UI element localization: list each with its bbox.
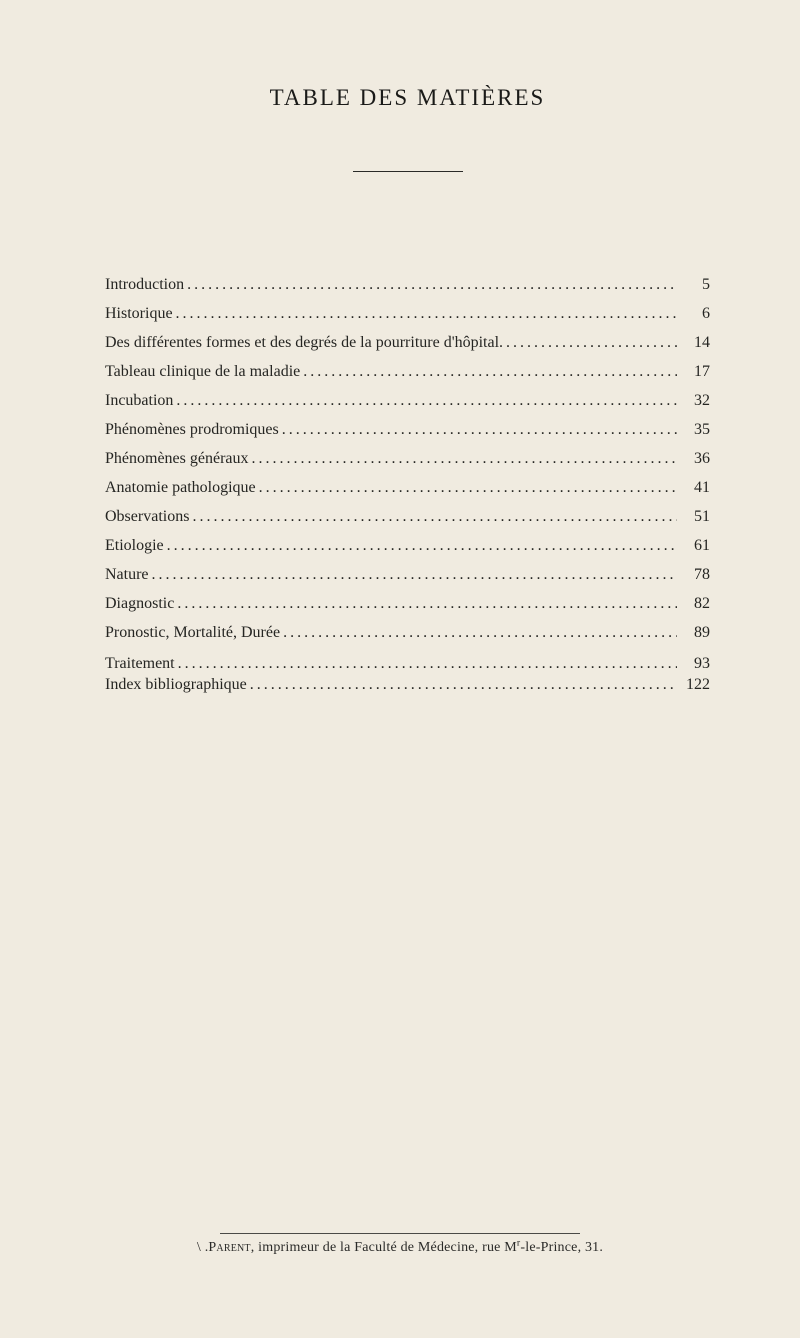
leader-dots — [176, 306, 677, 322]
toc-entry: Observations 51 — [105, 509, 710, 525]
leader-dots — [178, 656, 677, 672]
footer-separator-rule — [220, 1233, 580, 1234]
toc-entry: Historique 6 — [105, 306, 710, 322]
toc-entry-page: 51 — [680, 509, 710, 525]
toc-entry-label: Etiologie — [105, 538, 164, 554]
toc-entry: Traitement 93 — [105, 656, 710, 672]
toc-entry: Introduction 5 — [105, 277, 710, 293]
title-separator-rule — [353, 171, 463, 172]
toc-entry-label: Phénomènes prodromiques — [105, 422, 279, 438]
toc-entry-label: Des différentes formes et des degrés de … — [105, 335, 503, 351]
leader-dots — [282, 422, 677, 438]
toc-entry-page: 35 — [680, 422, 710, 438]
toc-entry-page: 6 — [680, 306, 710, 322]
leader-dots — [177, 596, 677, 612]
leader-dots — [152, 567, 677, 583]
toc-entry-page: 41 — [680, 480, 710, 496]
toc-entry-label: Anatomie pathologique — [105, 480, 256, 496]
toc-entry-page: 78 — [680, 567, 710, 583]
toc-entry: Incubation 32 — [105, 393, 710, 409]
toc-entry: Index bibliographique 122 — [105, 677, 710, 693]
toc-entry-label: Observations — [105, 509, 189, 525]
toc-entry: Etiologie 61 — [105, 538, 710, 554]
leader-dots — [252, 451, 677, 467]
toc-entry-page: 36 — [680, 451, 710, 467]
toc-entry-page: 82 — [680, 596, 710, 612]
footer-tail: -le-Prince, 31. — [520, 1240, 603, 1255]
printer-colophon: \ .Parent, imprimeur de la Faculté de Mé… — [0, 1233, 800, 1256]
leader-dots — [176, 393, 677, 409]
page-title: TABLE DES MATIÈRES — [105, 85, 710, 111]
toc-entry: Phénomènes prodromiques 35 — [105, 422, 710, 438]
leader-dots — [250, 677, 677, 693]
toc-entry-page: 5 — [680, 277, 710, 293]
leader-dots — [506, 335, 677, 351]
toc-entry: Des différentes formes et des degrés de … — [105, 335, 710, 351]
toc-entry: Pronostic, Mortalité, Durée 89 — [105, 625, 710, 641]
toc-entry-page: 93 — [680, 656, 710, 672]
toc-entry: Phénomènes généraux 36 — [105, 451, 710, 467]
toc-entry: Nature 78 — [105, 567, 710, 583]
leader-dots — [187, 277, 677, 293]
toc-entry-label: Historique — [105, 306, 173, 322]
footer-printer-name: Parent — [208, 1240, 250, 1255]
footer-text: \ .Parent, imprimeur de la Faculté de Mé… — [0, 1240, 800, 1256]
toc-entry: Anatomie pathologique 41 — [105, 480, 710, 496]
toc-entry-label: Index bibliographique — [105, 677, 247, 693]
footer-prefix: \ . — [197, 1240, 209, 1255]
table-of-contents: Introduction 5 Historique 6 Des différen… — [105, 277, 710, 693]
toc-entry-label: Traitement — [105, 656, 175, 672]
page-container: TABLE DES MATIÈRES Introduction 5 Histor… — [0, 0, 800, 746]
toc-entry-label: Introduction — [105, 277, 184, 293]
toc-entry-page: 32 — [680, 393, 710, 409]
toc-entry-page: 122 — [680, 677, 710, 693]
toc-entry-label: Diagnostic — [105, 596, 174, 612]
toc-entry-label: Nature — [105, 567, 149, 583]
toc-entry-page: 14 — [680, 335, 710, 351]
leader-dots — [303, 364, 677, 380]
footer-mid: , imprimeur de la Faculté de Médecine, r… — [251, 1240, 517, 1255]
toc-entry-page: 17 — [680, 364, 710, 380]
toc-entry-page: 61 — [680, 538, 710, 554]
leader-dots — [192, 509, 677, 525]
toc-entry: Tableau clinique de la maladie 17 — [105, 364, 710, 380]
leader-dots — [283, 625, 677, 641]
toc-entry-label: Phénomènes généraux — [105, 451, 249, 467]
toc-entry-page: 89 — [680, 625, 710, 641]
leader-dots — [167, 538, 677, 554]
toc-entry-label: Incubation — [105, 393, 173, 409]
toc-entry-label: Tableau clinique de la maladie — [105, 364, 300, 380]
leader-dots — [259, 480, 677, 496]
toc-entry-label: Pronostic, Mortalité, Durée — [105, 625, 280, 641]
toc-entry: Diagnostic 82 — [105, 596, 710, 612]
